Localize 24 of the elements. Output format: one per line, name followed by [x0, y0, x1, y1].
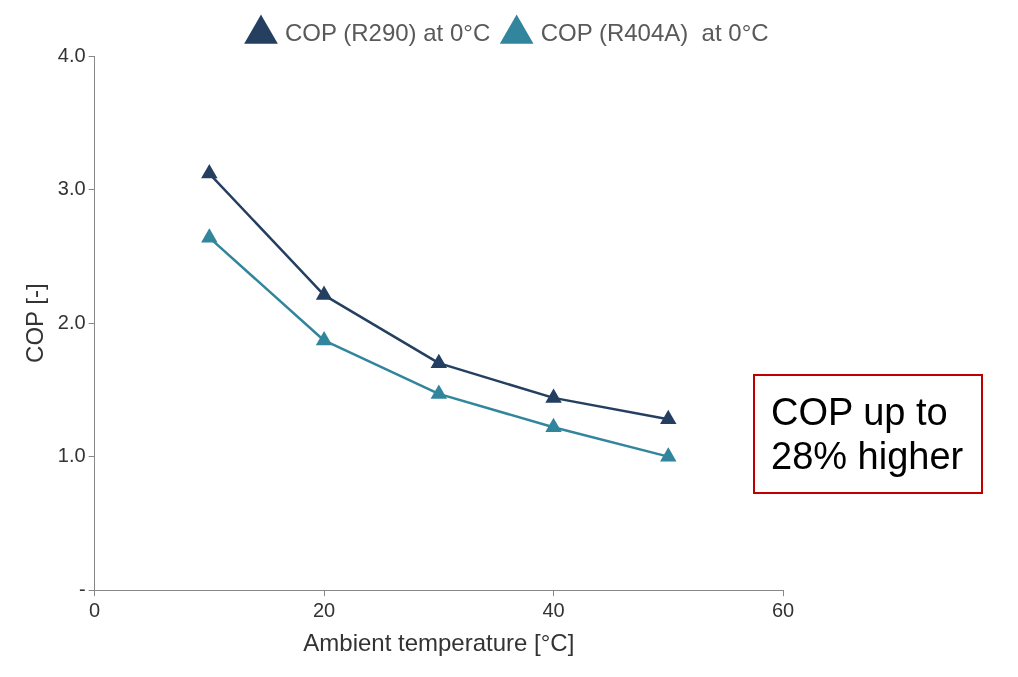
point [431, 385, 447, 399]
point [660, 411, 676, 425]
y-tick-label: 2.0 [57, 310, 86, 333]
x-tick-label: 40 [542, 598, 565, 621]
x-tick-label: 20 [312, 598, 336, 621]
point [316, 332, 332, 346]
point [202, 229, 217, 243]
x-axis-title: Ambient temperature [°C] [303, 629, 575, 657]
point [316, 286, 332, 300]
point [660, 448, 676, 462]
x-tick-label: 0 [89, 598, 101, 621]
legend-label: COP (R290) at 0°C [285, 18, 491, 46]
y-tick-label: 4.0 [57, 43, 86, 66]
y-tick-label: 3.0 [57, 177, 86, 200]
y-axis-title: COP [-] [21, 283, 49, 363]
point [202, 165, 217, 179]
legend-label: COP (R404A) at 0°C [540, 18, 769, 46]
y-tick-label: 1.0 [57, 444, 86, 467]
x-tick-label: 60 [771, 598, 795, 621]
annotation: COP up to 28% higher [753, 374, 983, 494]
point [431, 354, 447, 368]
point [546, 419, 561, 433]
y-tick-label: - [78, 577, 86, 600]
point [546, 389, 561, 403]
